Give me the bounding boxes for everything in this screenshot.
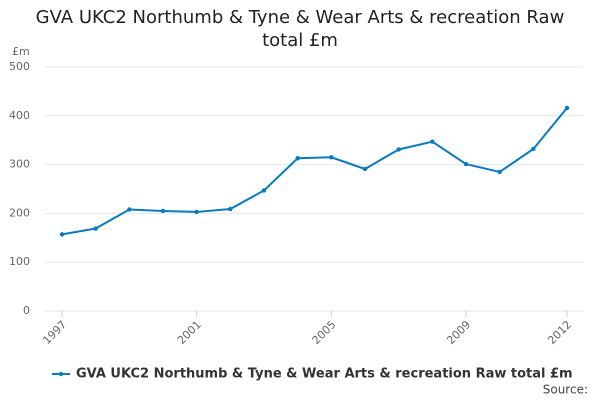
series-line [61, 107, 568, 236]
chart-title: GVA UKC2 Northumb & Tyne & Wear Arts & r… [35, 7, 565, 51]
data-point [194, 209, 199, 215]
y-tick-label: 100 [9, 255, 30, 268]
data-point [463, 161, 469, 167]
data-point [497, 169, 502, 175]
x-tick-label: 2009 [444, 318, 473, 347]
x-tick-label: 1997 [40, 318, 69, 347]
y-tick-label: 200 [9, 206, 30, 219]
data-point [127, 207, 132, 212]
x-tick-label: 2012 [545, 318, 574, 347]
data-point [329, 155, 334, 160]
data-point [531, 146, 536, 152]
source: Source: [543, 383, 588, 397]
data-point [93, 226, 98, 231]
data-point [228, 206, 233, 212]
y-tick-label: 400 [9, 109, 30, 122]
data-point [396, 147, 401, 152]
data-point [160, 208, 166, 214]
legend-label: GVA UKC2 Northumb & Tyne & Wear Arts & r… [76, 367, 573, 382]
data-point [430, 139, 435, 144]
x-tick-label: 2005 [310, 318, 339, 347]
y-tick-label: 0 [23, 304, 30, 317]
data-point [59, 232, 65, 237]
data-point [261, 188, 267, 193]
legend-marker [58, 371, 64, 377]
data-point [295, 156, 300, 161]
data-point [564, 105, 570, 111]
y-axis-label: £m [12, 45, 30, 58]
data-point [362, 166, 368, 172]
y-tick-label: 500 [9, 60, 30, 73]
x-tick-label: 2001 [175, 318, 204, 347]
y-tick-label: 300 [9, 158, 30, 171]
